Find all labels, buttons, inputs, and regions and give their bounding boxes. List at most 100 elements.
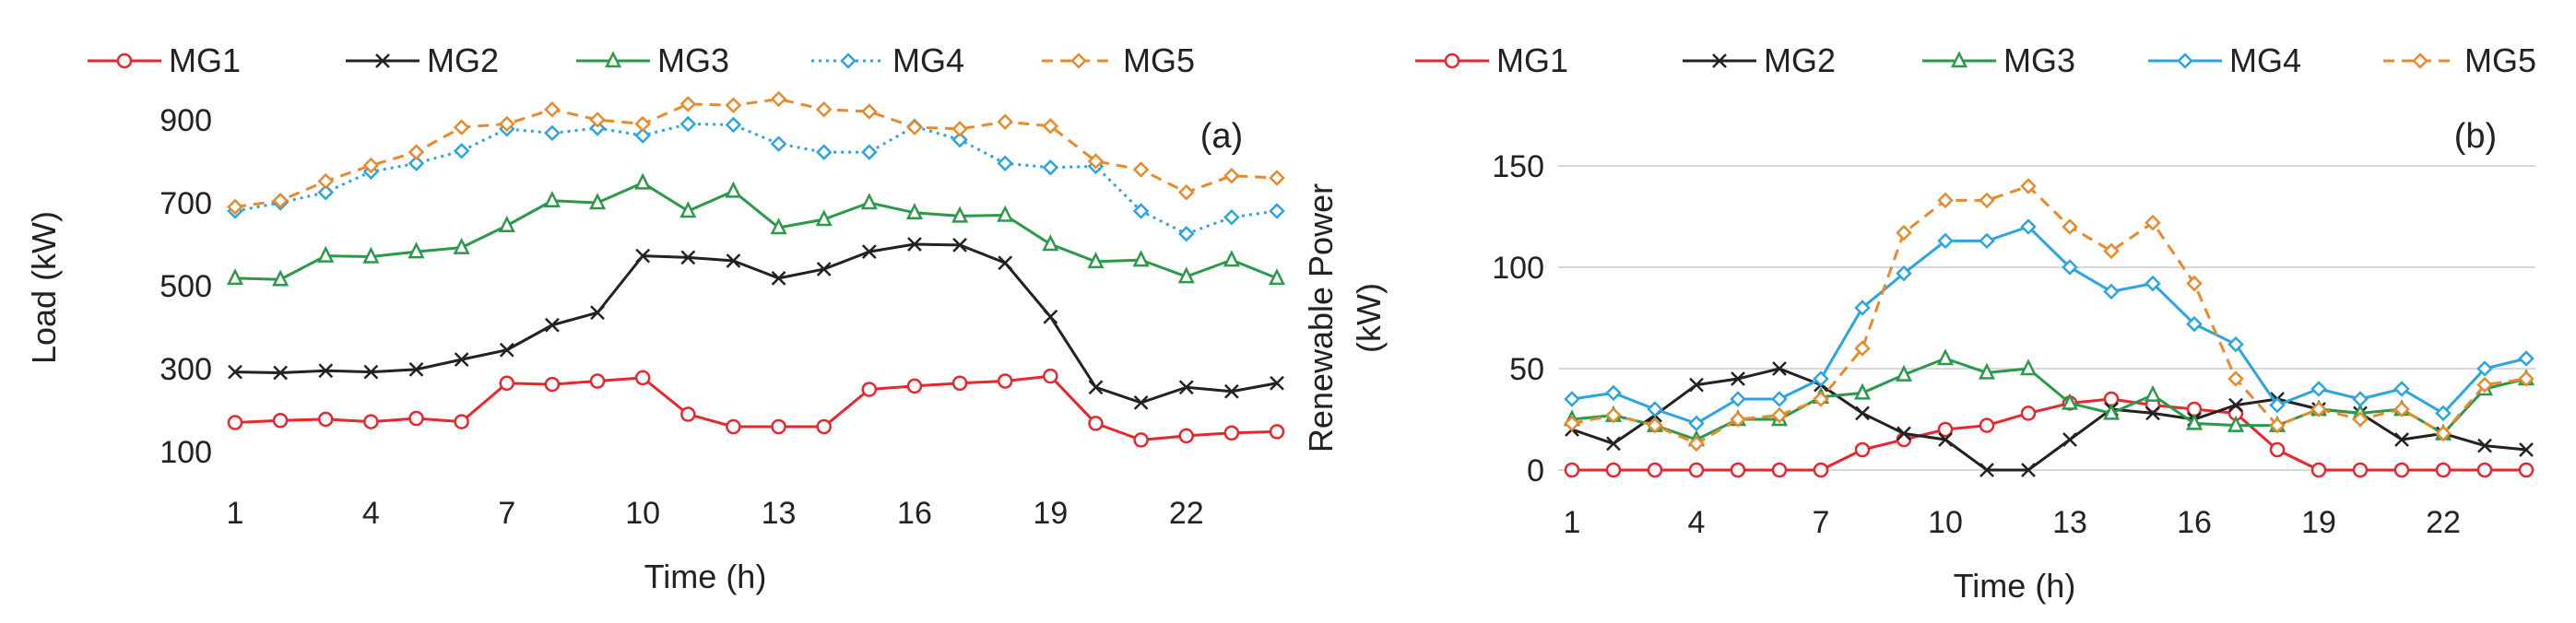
data-point <box>815 100 833 118</box>
series-mg5 <box>1564 178 2535 453</box>
data-point <box>997 373 1013 389</box>
data-point <box>2061 393 2079 410</box>
legend-item-mg2: MG2 <box>1683 41 1836 79</box>
x-tick-label: 10 <box>625 496 660 531</box>
data-point <box>362 157 380 174</box>
data-point <box>273 365 289 381</box>
data-point <box>1937 232 1954 250</box>
series-mg1 <box>1564 391 2535 478</box>
legend-marker <box>1070 53 1087 69</box>
x-tick-label: 16 <box>897 496 932 531</box>
data-point <box>2228 397 2243 413</box>
data-point <box>725 116 742 134</box>
data-point <box>589 112 606 128</box>
data-point <box>2519 442 2534 457</box>
data-point <box>2020 178 2037 194</box>
data-point <box>815 209 833 227</box>
data-point <box>544 124 561 142</box>
data-point <box>1689 377 1704 393</box>
legend-label: MG1 <box>169 41 241 79</box>
data-point <box>634 127 651 144</box>
legend-label: MG1 <box>1496 41 1568 79</box>
y-tick-label: 300 <box>160 352 212 387</box>
data-point <box>1897 426 1911 441</box>
y-tick-label: 700 <box>160 186 212 221</box>
data-point <box>453 119 470 135</box>
legend-item-mg5: MG5 <box>2383 41 2536 79</box>
legend-marker <box>1950 51 1968 68</box>
data-point <box>2310 381 2327 397</box>
data-point <box>227 415 243 430</box>
data-point <box>861 103 878 120</box>
data-point <box>589 193 607 210</box>
data-point <box>1730 391 1746 407</box>
legend-item-mg3: MG3 <box>1922 41 2075 79</box>
data-point <box>1730 462 1746 478</box>
data-point <box>725 181 742 198</box>
data-point <box>2186 275 2203 292</box>
data-point <box>998 255 1013 271</box>
data-point <box>951 131 968 148</box>
data-point <box>453 142 470 159</box>
data-point <box>2227 335 2244 353</box>
data-point <box>1855 406 1870 421</box>
data-point <box>634 115 651 133</box>
data-point <box>951 206 969 223</box>
legend-marker <box>1444 53 1460 69</box>
data-point <box>408 241 425 259</box>
data-point <box>816 418 832 435</box>
panel-b-renewable-chart: 0 50 100 150 1 4 7 10 13 16 19 22 Time (h) Renewable … <box>1302 41 2536 605</box>
data-point <box>1647 401 1663 417</box>
data-point <box>408 144 425 160</box>
x-tick-label: 22 <box>1169 496 1204 531</box>
data-point <box>952 238 967 253</box>
legend-marker <box>2412 53 2428 69</box>
data-point <box>408 362 424 377</box>
data-point <box>272 269 290 287</box>
data-point <box>905 203 923 220</box>
legend-item-mg1: MG1 <box>88 41 241 79</box>
data-point <box>1043 368 1058 384</box>
data-point <box>2145 214 2161 231</box>
data-point <box>544 100 561 118</box>
data-point <box>317 172 335 190</box>
data-point <box>1177 225 1195 242</box>
data-point <box>499 342 514 358</box>
data-point <box>499 115 515 133</box>
data-point <box>318 411 334 428</box>
y-tick-label: 50 <box>1509 352 1544 387</box>
data-point <box>2227 370 2244 387</box>
x-tick-label: 16 <box>2177 505 2212 540</box>
data-point <box>770 135 787 152</box>
data-point <box>1132 250 1150 267</box>
data-point <box>1178 380 1194 395</box>
y-tick-label: 900 <box>160 103 212 138</box>
data-point <box>1087 153 1105 170</box>
series-line <box>234 98 1278 208</box>
x-axis-label: Time (h) <box>644 558 767 595</box>
data-point <box>771 418 786 435</box>
data-point <box>1979 463 1994 477</box>
data-point <box>1043 309 1058 324</box>
legend-marker <box>1712 53 1727 68</box>
data-point <box>228 364 242 380</box>
series-line <box>234 123 1278 236</box>
data-point <box>1688 435 1705 453</box>
x-tick-label: 4 <box>1688 505 1706 540</box>
data-point <box>317 183 335 201</box>
legend-label: MG5 <box>1123 41 1195 79</box>
data-point <box>1133 395 1149 410</box>
data-point <box>498 215 515 232</box>
data-point <box>1042 117 1059 135</box>
data-point <box>2393 401 2410 417</box>
data-point <box>226 268 244 286</box>
y-tick-label: 0 <box>1527 453 1544 488</box>
data-point <box>1731 371 1745 386</box>
data-point <box>2062 259 2078 276</box>
data-point <box>1564 391 1580 407</box>
data-point <box>2144 384 2162 402</box>
series-mg2 <box>228 237 1284 410</box>
data-point <box>1177 266 1195 284</box>
data-point <box>2103 283 2120 300</box>
data-point <box>997 205 1014 222</box>
